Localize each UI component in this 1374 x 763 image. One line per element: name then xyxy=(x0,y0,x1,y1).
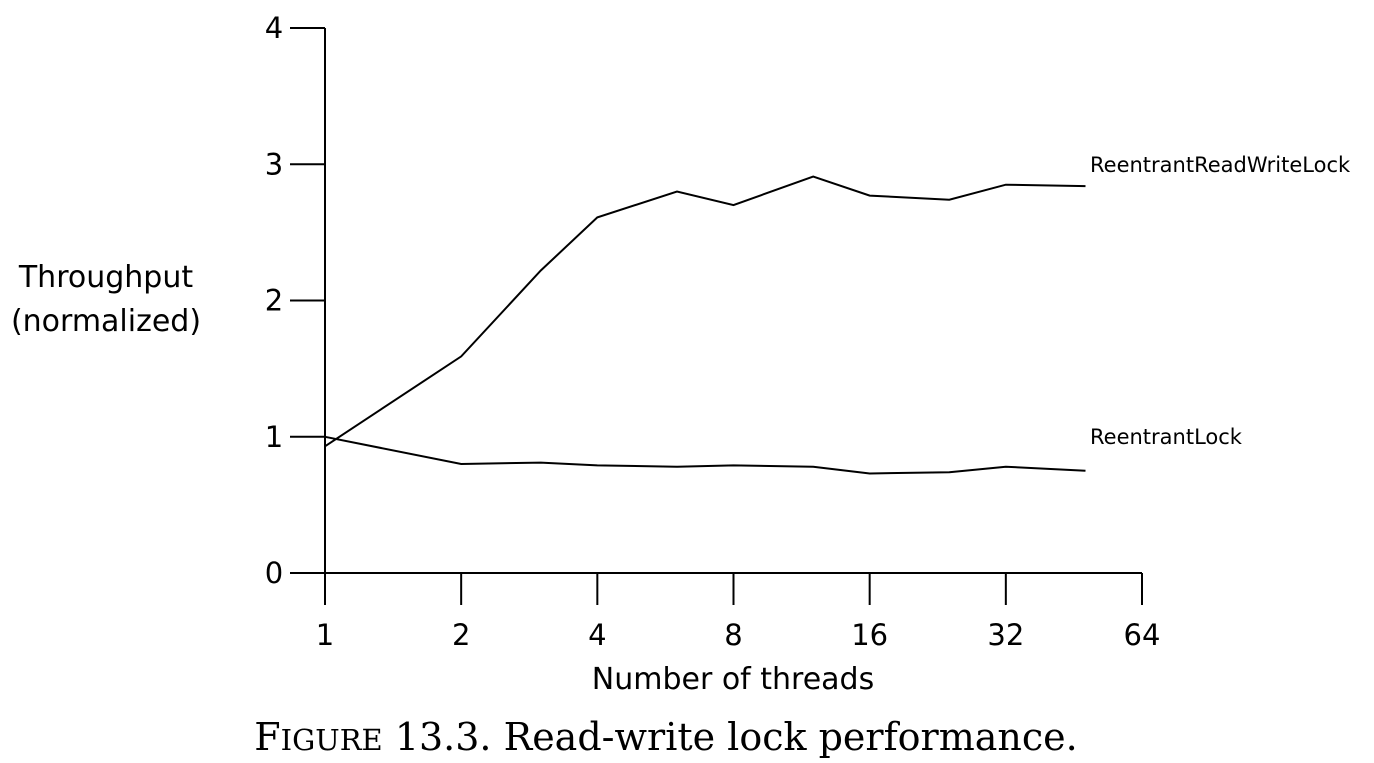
x-axis-title: Number of threads xyxy=(592,662,874,697)
caption-text: 13.3. Read-write lock performance. xyxy=(383,715,1078,759)
figure-caption: FIGURE 13.3. Read-write lock performance… xyxy=(254,715,1077,759)
x-tick-label: 32 xyxy=(987,618,1024,652)
y-tick-label: 2 xyxy=(265,284,283,318)
reentrant-read-write-lock-line xyxy=(324,175,1086,448)
x-tick-label: 1 xyxy=(316,618,334,652)
caption-figure-word: FIGURE xyxy=(254,715,382,759)
series-group: ReentrantReadWriteLock ReentrantLock xyxy=(324,153,1351,475)
y-tick-label: 0 xyxy=(265,556,283,590)
reentrant-lock-label: ReentrantLock xyxy=(1090,425,1243,449)
x-tick-label: 64 xyxy=(1124,618,1161,652)
y-tick-label: 1 xyxy=(265,420,283,454)
y-axis-title-line-2: (normalized) xyxy=(11,304,201,339)
x-ticks: 1 2 4 8 16 32 64 xyxy=(316,573,1161,652)
y-tick-label: 3 xyxy=(265,147,283,181)
reentrant-lock-line xyxy=(324,435,1086,475)
reentrant-read-write-lock-label: ReentrantReadWriteLock xyxy=(1090,153,1351,177)
x-tick-label: 16 xyxy=(851,618,888,652)
x-tick-label: 8 xyxy=(724,618,742,652)
y-tick-label: 4 xyxy=(265,11,283,45)
y-ticks: 0 1 2 3 4 xyxy=(265,11,325,590)
x-tick-label: 2 xyxy=(452,618,470,652)
x-tick-label: 4 xyxy=(588,618,606,652)
y-axis-title-line-1: Throughput xyxy=(18,260,193,295)
axes xyxy=(290,28,1142,574)
